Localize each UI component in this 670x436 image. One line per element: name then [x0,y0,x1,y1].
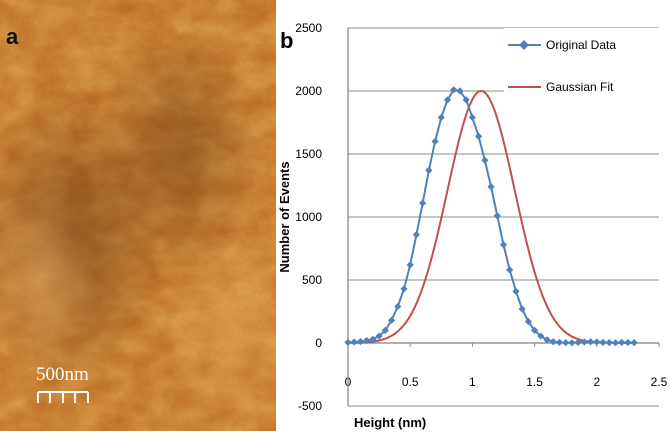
data-point [344,338,352,346]
data-point [394,302,402,311]
data-point [618,338,626,346]
x-tick-label: 1 [469,375,476,389]
series-original-data [344,86,638,347]
data-point [462,96,470,104]
data-point [400,285,408,293]
data-point [487,183,495,191]
x-axis-label: Height (nm) [354,415,426,430]
legend: Original Data Gaussian Fit [504,28,659,98]
data-point [524,317,532,326]
data-point [555,338,564,346]
y-tick-labels: -500 0 500 1000 1500 2000 2500 [295,21,322,413]
y-tick-label: 2000 [295,84,322,98]
y-tick-label: 500 [302,273,322,287]
x-tick-labels: 00.511.522.5 [345,375,668,389]
data-point [493,212,501,220]
y-tick-label: -500 [298,399,322,413]
x-tick-label: 2.5 [651,375,668,389]
data-point [369,335,377,343]
scale-bar [37,391,89,403]
scale-bar-label: 500nm [36,364,89,385]
data-point [406,261,414,269]
data-point [506,266,514,274]
data-point [468,113,476,122]
x-tick-label: 0.5 [402,375,419,389]
data-point [543,336,551,344]
data-point [611,339,620,347]
data-point [599,338,607,346]
data-point [356,337,365,346]
x-tick-label: 2 [593,375,600,389]
afm-image-panel: a 500nm [0,0,276,431]
data-point [425,166,433,174]
data-point [431,137,439,145]
y-tick-label: 1500 [295,147,322,161]
data-point [562,339,570,347]
data-point [437,113,445,122]
data-point [419,199,427,207]
data-point [350,338,358,346]
data-point [630,339,638,347]
data-point [381,326,389,334]
x-tick-label: 1.5 [526,375,543,389]
data-point [475,132,483,140]
y-axis-label: Number of Events [277,161,292,272]
original-data-line [347,88,635,344]
legend-label: Original Data [546,38,616,52]
data-point [537,332,545,340]
data-point [549,338,557,346]
y-tick-label: 0 [315,336,322,350]
y-tick-label: 2500 [295,21,322,35]
data-point [624,338,632,347]
legend-marker [519,40,529,50]
legend-label: Gaussian Fit [546,80,614,94]
data-point [580,338,588,346]
height-histogram-chart: -500 0 500 1000 1500 2000 2500 0 0.5 1 1.5 2 2.5 Nu… [277,21,668,430]
data-point [450,86,458,94]
afm-topography-image [0,0,276,431]
data-point [481,156,489,164]
data-point [586,338,595,346]
panel-a-label: a [6,24,19,49]
panel-b-label: b [280,28,294,53]
data-point [412,231,421,239]
data-point [568,339,576,347]
data-point [574,338,582,346]
data-point [593,338,601,346]
data-point [499,241,508,249]
data-point [605,339,613,347]
data-point [518,305,526,313]
data-point [512,287,520,295]
y-tick-label: 1000 [295,210,322,224]
data-point [531,326,539,334]
